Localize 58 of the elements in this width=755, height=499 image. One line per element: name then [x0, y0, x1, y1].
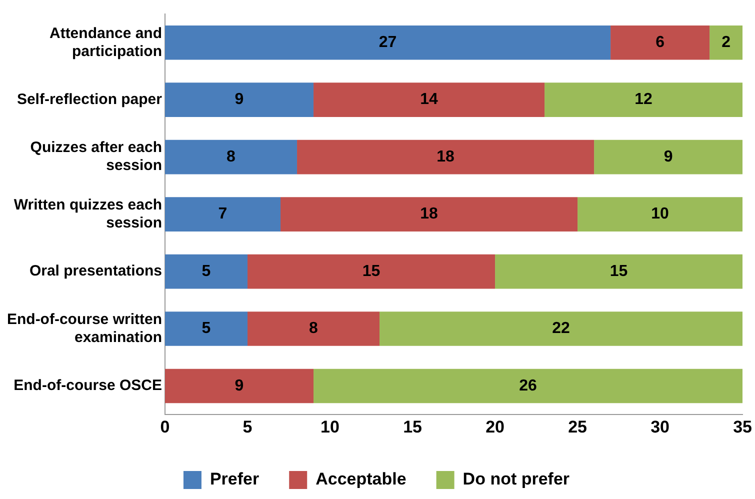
y-tick-label: End-of-course written examination [6, 310, 162, 346]
bar [165, 197, 281, 232]
data-label: 18 [420, 206, 438, 223]
x-tick-label: 35 [733, 417, 752, 436]
legend-label: Acceptable [316, 470, 406, 489]
data-label: 12 [634, 91, 653, 108]
bar [314, 82, 545, 118]
data-label: 22 [552, 320, 570, 338]
x-tick-label: 5 [242, 417, 252, 436]
data-label: 7 [218, 206, 228, 223]
bar [165, 140, 298, 174]
bar [594, 140, 743, 174]
x-tick-label: 25 [568, 417, 587, 436]
bar [314, 368, 743, 404]
y-tick-label: Attendance and participation [49, 24, 162, 60]
data-label: 26 [519, 377, 538, 394]
bar [610, 25, 710, 60]
bar [165, 82, 314, 118]
bar [280, 197, 578, 232]
bar [578, 197, 743, 232]
y-tick-label: Self-reflection paper [16, 90, 162, 108]
bar [544, 82, 743, 118]
bar [165, 312, 248, 346]
bar [297, 140, 594, 174]
bar [248, 312, 380, 346]
x-tick-label: 0 [160, 417, 170, 436]
data-label: 15 [610, 262, 628, 280]
x-tick-label: 30 [650, 417, 670, 436]
y-tick-label: Written quizzes each session [14, 196, 162, 232]
bar [165, 368, 314, 404]
data-label: 15 [362, 262, 380, 280]
x-tick-label: 20 [486, 417, 504, 436]
data-label: 8 [309, 320, 318, 338]
bar [248, 254, 496, 289]
y-tick-label: Quizzes after each session [30, 139, 162, 174]
data-label: 5 [202, 262, 211, 280]
data-label: 27 [378, 34, 397, 52]
data-label: 18 [436, 148, 455, 166]
y-tick-label: End-of-course OSCE [14, 377, 162, 394]
data-label: 9 [234, 377, 244, 394]
data-label: 8 [226, 148, 236, 166]
legend-label: Do not prefer [462, 470, 570, 489]
data-label: 5 [202, 320, 211, 338]
bar [380, 312, 743, 346]
legend-label: Prefer [210, 470, 260, 489]
data-label: 10 [651, 206, 670, 223]
bar [165, 25, 611, 60]
x-tick-label: 15 [403, 417, 422, 436]
bar [710, 25, 743, 60]
data-label: 9 [234, 91, 244, 108]
data-label: 2 [722, 34, 731, 52]
data-label: 6 [656, 34, 665, 52]
bar [495, 254, 743, 289]
x-tick-label: 10 [320, 417, 340, 436]
data-label: 9 [664, 148, 673, 166]
bar [165, 254, 248, 289]
data-label: 14 [420, 91, 438, 108]
y-tick-label: Oral presentations [29, 262, 162, 280]
